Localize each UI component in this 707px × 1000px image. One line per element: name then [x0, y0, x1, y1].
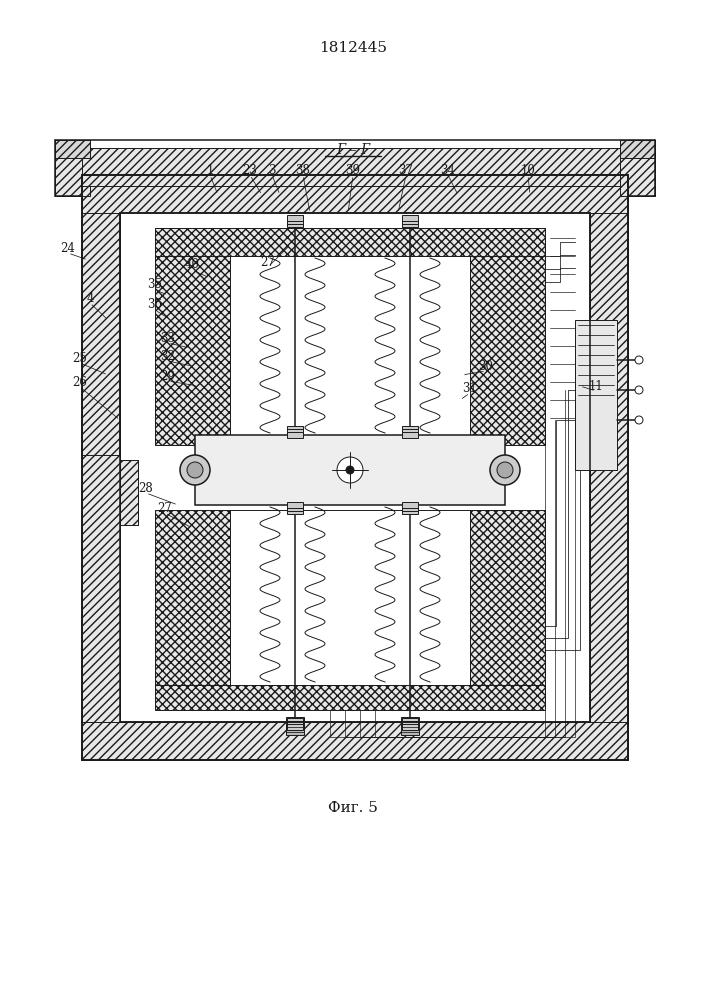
Bar: [620, 140, 655, 158]
Bar: [120, 460, 138, 525]
Bar: [155, 228, 545, 256]
Text: 24: 24: [61, 241, 76, 254]
Text: 26: 26: [73, 375, 88, 388]
Bar: [120, 460, 138, 525]
Text: 1: 1: [206, 163, 214, 176]
Text: 34: 34: [440, 163, 455, 176]
Bar: [55, 148, 90, 196]
Text: 32: 32: [160, 350, 175, 362]
Bar: [401, 717, 419, 735]
Text: 29: 29: [160, 369, 175, 382]
Bar: [402, 718, 418, 730]
Circle shape: [187, 462, 203, 478]
Bar: [470, 228, 545, 445]
Bar: [402, 502, 418, 514]
Bar: [120, 213, 590, 722]
Text: Фиг. 5: Фиг. 5: [328, 801, 378, 815]
Text: 38: 38: [296, 163, 310, 176]
Bar: [82, 175, 628, 760]
Text: 3: 3: [268, 163, 276, 176]
Bar: [155, 228, 230, 445]
Bar: [287, 718, 303, 730]
Text: 35: 35: [148, 278, 163, 292]
Bar: [287, 426, 303, 438]
Circle shape: [635, 356, 643, 364]
Bar: [195, 435, 505, 505]
Bar: [82, 455, 120, 722]
Bar: [230, 510, 470, 685]
Bar: [82, 175, 120, 760]
Text: 27: 27: [261, 255, 276, 268]
Bar: [287, 502, 303, 514]
Text: 40: 40: [185, 258, 199, 271]
Bar: [155, 685, 545, 710]
Bar: [287, 215, 303, 227]
Circle shape: [635, 416, 643, 424]
Text: 36: 36: [148, 298, 163, 312]
Bar: [55, 140, 90, 158]
Text: 31: 31: [462, 381, 477, 394]
Bar: [82, 148, 628, 186]
Text: 37: 37: [399, 163, 414, 176]
Bar: [575, 320, 617, 470]
Bar: [470, 510, 545, 685]
Text: 27: 27: [158, 502, 173, 514]
Text: 10: 10: [520, 163, 535, 176]
Bar: [230, 256, 470, 445]
Text: 25: 25: [73, 352, 88, 364]
Text: 39: 39: [346, 163, 361, 176]
Bar: [620, 140, 655, 158]
Bar: [55, 140, 90, 158]
Text: Г – Г: Г – Г: [336, 143, 370, 157]
Circle shape: [635, 386, 643, 394]
Bar: [620, 148, 655, 196]
Text: 33: 33: [160, 332, 175, 344]
Text: 28: 28: [139, 482, 153, 494]
Bar: [155, 510, 230, 685]
Text: 30: 30: [479, 360, 493, 372]
Bar: [82, 722, 628, 760]
Bar: [120, 213, 590, 722]
Bar: [402, 426, 418, 438]
Bar: [590, 175, 628, 760]
Circle shape: [180, 455, 210, 485]
Text: 4: 4: [86, 292, 94, 304]
Bar: [402, 215, 418, 227]
Circle shape: [490, 455, 520, 485]
Circle shape: [346, 466, 354, 474]
Circle shape: [497, 462, 513, 478]
Text: 1812445: 1812445: [319, 41, 387, 55]
Text: 23: 23: [243, 163, 257, 176]
Circle shape: [337, 457, 363, 483]
Bar: [82, 175, 628, 213]
Bar: [286, 717, 304, 735]
Text: 11: 11: [589, 379, 603, 392]
